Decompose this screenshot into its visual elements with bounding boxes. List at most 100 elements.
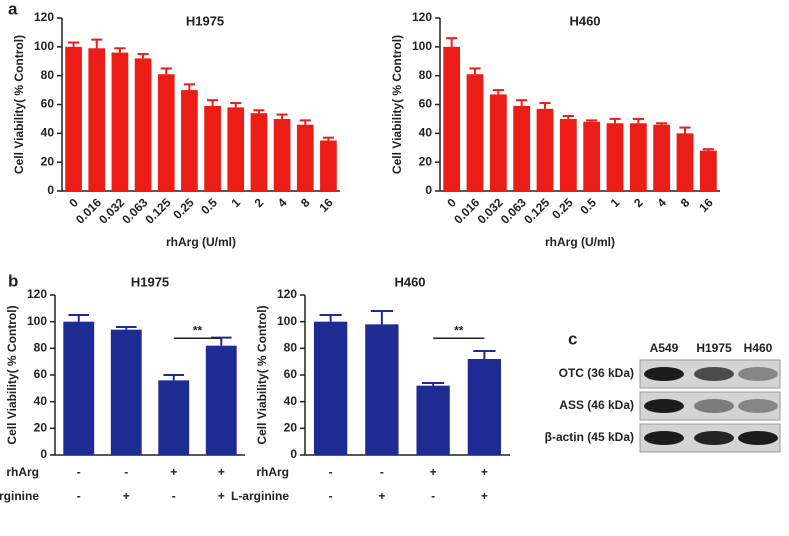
x-tick-label: 4: [275, 195, 290, 210]
x-tick-label: 0: [444, 195, 459, 210]
bar: [157, 74, 175, 191]
x-tick-label: 0.016: [451, 195, 482, 226]
panel-label: c: [568, 329, 577, 348]
y-axis-label: Cell Viability( % Control): [5, 305, 19, 444]
bar: [416, 385, 450, 455]
y-axis-label: Cell Viability( % Control): [255, 305, 269, 444]
y-tick-label: 100: [34, 39, 54, 53]
condition-sign: -: [77, 465, 81, 479]
y-tick-label: 20: [41, 154, 55, 168]
bar: [699, 150, 717, 191]
y-tick-label: 0: [47, 183, 54, 197]
bar: [583, 121, 601, 191]
y-tick-label: 80: [419, 68, 433, 82]
panel-label: a: [8, 0, 18, 18]
x-tick-label: 0.063: [498, 195, 529, 226]
y-tick-label: 40: [34, 394, 48, 408]
x-tick-label: 0.016: [73, 195, 104, 226]
bar: [467, 359, 502, 455]
x-tick-label: 0.032: [475, 195, 506, 226]
x-tick-label: 8: [298, 195, 313, 210]
bar: [466, 74, 484, 191]
blot-band: [694, 367, 734, 381]
blot-band: [644, 431, 684, 445]
y-tick-label: 0: [290, 447, 297, 461]
bar: [158, 380, 190, 455]
row-label: ASS (46 kDa): [559, 398, 634, 412]
y-tick-label: 120: [277, 287, 297, 301]
y-tick-label: 100: [277, 314, 297, 328]
bar: [489, 94, 507, 191]
bar: [181, 90, 198, 191]
y-tick-label: 60: [41, 97, 55, 111]
condition-label: rhArg: [256, 465, 289, 479]
y-tick-label: 40: [284, 394, 298, 408]
x-tick-label: 0.032: [96, 195, 127, 226]
x-tick-label: 2: [631, 195, 646, 210]
bar: [111, 52, 129, 191]
bar: [320, 140, 337, 191]
x-tick-label: 0.125: [521, 195, 552, 226]
y-tick-label: 120: [27, 287, 47, 301]
condition-sign: -: [172, 489, 176, 503]
y-tick-label: 80: [284, 341, 298, 355]
x-tick-label: 0.5: [198, 195, 220, 217]
condition-sign: -: [431, 489, 435, 503]
blot-band: [694, 431, 734, 445]
bar: [676, 133, 694, 191]
bar: [653, 124, 671, 191]
significance-label: **: [454, 323, 464, 337]
bar: [273, 118, 291, 191]
y-tick-label: 20: [284, 421, 298, 435]
condition-sign: +: [170, 465, 177, 479]
bar: [443, 46, 461, 192]
y-tick-label: 120: [412, 10, 432, 24]
y-tick-label: 20: [419, 154, 433, 168]
y-axis-label: Cell Viability( % Control): [12, 35, 26, 174]
bar: [205, 345, 237, 455]
blot-band: [738, 431, 778, 445]
x-axis-label: rhArg (U/ml): [166, 235, 236, 249]
bar: [559, 118, 577, 191]
bar: [629, 123, 647, 191]
x-tick-label: 2: [252, 195, 267, 210]
y-tick-label: 0: [40, 447, 47, 461]
lane-label: H1975: [696, 341, 732, 355]
bar: [88, 48, 106, 192]
bar: [365, 324, 399, 455]
x-tick-label: 4: [654, 195, 669, 210]
blot-band: [738, 399, 778, 413]
condition-sign: -: [77, 489, 81, 503]
y-tick-label: 40: [419, 126, 433, 140]
panel-label: b: [8, 271, 18, 290]
bar: [134, 58, 152, 191]
x-tick-label: 16: [316, 195, 336, 215]
blot-band: [644, 399, 684, 413]
bar: [606, 123, 624, 191]
y-axis-label: Cell Viability( % Control): [390, 35, 404, 174]
condition-sign: +: [481, 465, 488, 479]
chart-title: H460: [569, 13, 600, 28]
lane-label: A549: [650, 341, 679, 355]
x-tick-label: 16: [696, 195, 716, 215]
y-tick-label: 100: [27, 314, 47, 328]
bar: [250, 113, 268, 191]
condition-sign: -: [380, 465, 384, 479]
condition-sign: +: [430, 465, 437, 479]
condition-sign: +: [123, 489, 130, 503]
x-axis-label: rhArg (U/ml): [545, 235, 615, 249]
y-tick-label: 0: [425, 183, 432, 197]
bar: [513, 105, 531, 191]
bar: [204, 105, 221, 191]
bar: [110, 329, 142, 455]
bar: [63, 321, 95, 455]
chart-title: H1975: [186, 13, 224, 28]
bar: [536, 108, 554, 191]
y-tick-label: 60: [34, 367, 48, 381]
condition-sign: -: [329, 489, 333, 503]
condition-label: rhArg: [6, 465, 39, 479]
condition-sign: +: [378, 489, 385, 503]
bar: [313, 321, 348, 455]
x-tick-label: 0.5: [577, 195, 599, 217]
